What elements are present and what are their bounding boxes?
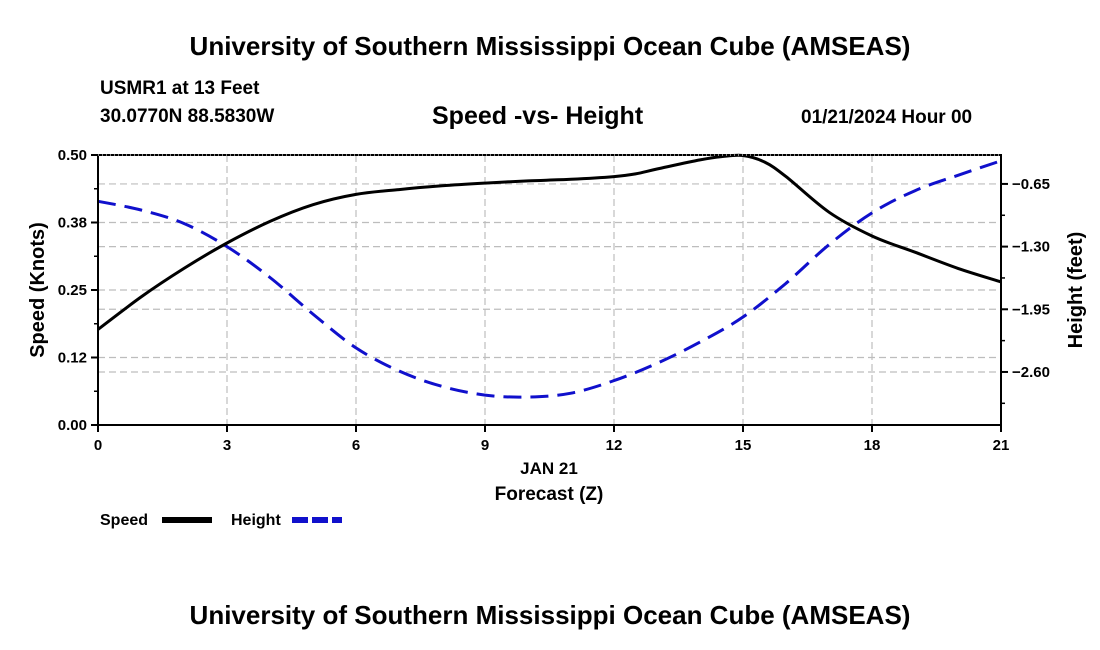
x-tick-label: 15 xyxy=(735,437,752,454)
x-axis-label: Forecast (Z) xyxy=(495,484,604,505)
top-title: University of Southern Mississippi Ocean… xyxy=(189,31,911,61)
legend-speed-label: Speed xyxy=(100,512,148,529)
axis-ticks: 0 3 6 9 12 15 18 21 0.00 0.12 0.25 0.38 0.50 −2.60 −1.… xyxy=(58,147,1050,454)
height-series-line xyxy=(97,159,1002,399)
x-tick-label: 9 xyxy=(481,437,489,454)
y2-tick-label: −0.65 xyxy=(1012,176,1050,193)
legend-height-label: Height xyxy=(231,512,281,529)
grid-lines xyxy=(98,155,1001,425)
y-tick-label: 0.50 xyxy=(58,147,87,164)
station-coords: 30.0770N 88.5830W xyxy=(100,106,275,127)
y-tick-label: 0.38 xyxy=(58,215,87,232)
speed-series-line xyxy=(97,153,1002,331)
y2-tick-label: −1.30 xyxy=(1012,239,1050,256)
x-tick-label: 0 xyxy=(94,437,102,454)
x-tick-label: 12 xyxy=(606,437,623,454)
y-tick-label: 0.25 xyxy=(58,282,87,299)
y-tick-label: 0.12 xyxy=(58,350,87,367)
x-tick-label: 3 xyxy=(223,437,231,454)
bottom-title: University of Southern Mississippi Ocean… xyxy=(189,600,911,630)
y-tick-label: 0.00 xyxy=(58,417,87,434)
legend: Speed Height xyxy=(100,512,342,529)
station-label: USMR1 at 13 Feet xyxy=(100,78,260,99)
y2-tick-label: −2.60 xyxy=(1012,364,1050,381)
x-tick-label: 18 xyxy=(864,437,881,454)
y2-tick-label: −1.95 xyxy=(1012,301,1050,318)
date-label: JAN 21 xyxy=(520,459,578,478)
y-axis-label: Speed (Knots) xyxy=(27,222,49,358)
x-tick-label: 21 xyxy=(993,437,1010,454)
forecast-date: 01/21/2024 Hour 00 xyxy=(801,107,973,128)
y2-axis-label: Height (feet) xyxy=(1065,232,1087,349)
series-layer xyxy=(97,153,1002,399)
chart-title: Speed -vs- Height xyxy=(432,102,644,130)
x-tick-label: 6 xyxy=(352,437,360,454)
